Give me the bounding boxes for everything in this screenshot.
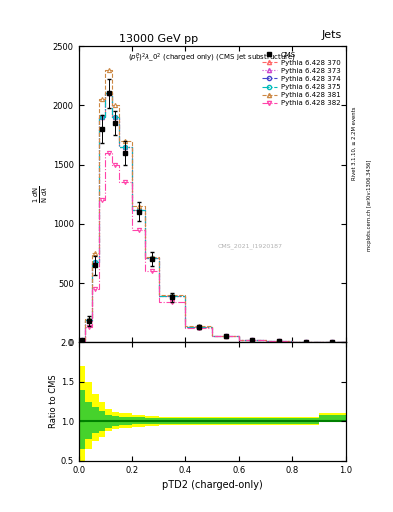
X-axis label: pTD2 (charged-only): pTD2 (charged-only): [162, 480, 263, 490]
Y-axis label: Ratio to CMS: Ratio to CMS: [49, 375, 58, 429]
Text: mcplots.cern.ch [arXiv:1306.3436]: mcplots.cern.ch [arXiv:1306.3436]: [367, 159, 373, 250]
Text: Rivet 3.1.10, ≥ 2.2M events: Rivet 3.1.10, ≥ 2.2M events: [352, 106, 357, 180]
Legend: CMS, Pythia 6.428 370, Pythia 6.428 373, Pythia 6.428 374, Pythia 6.428 375, Pyt: CMS, Pythia 6.428 370, Pythia 6.428 373,…: [260, 50, 342, 108]
Text: Jets: Jets: [321, 30, 342, 40]
Text: 13000 GeV pp: 13000 GeV pp: [119, 34, 198, 44]
Text: CMS_2021_I1920187: CMS_2021_I1920187: [218, 244, 283, 249]
Text: $(p_T^P)^2\lambda\_0^2$ (charged only) (CMS jet substructure): $(p_T^P)^2\lambda\_0^2$ (charged only) (…: [128, 52, 296, 66]
Y-axis label: $\frac{1}{\mathrm{N}} \frac{d\mathrm{N}}{d\lambda}$: $\frac{1}{\mathrm{N}} \frac{d\mathrm{N}}…: [32, 185, 50, 203]
